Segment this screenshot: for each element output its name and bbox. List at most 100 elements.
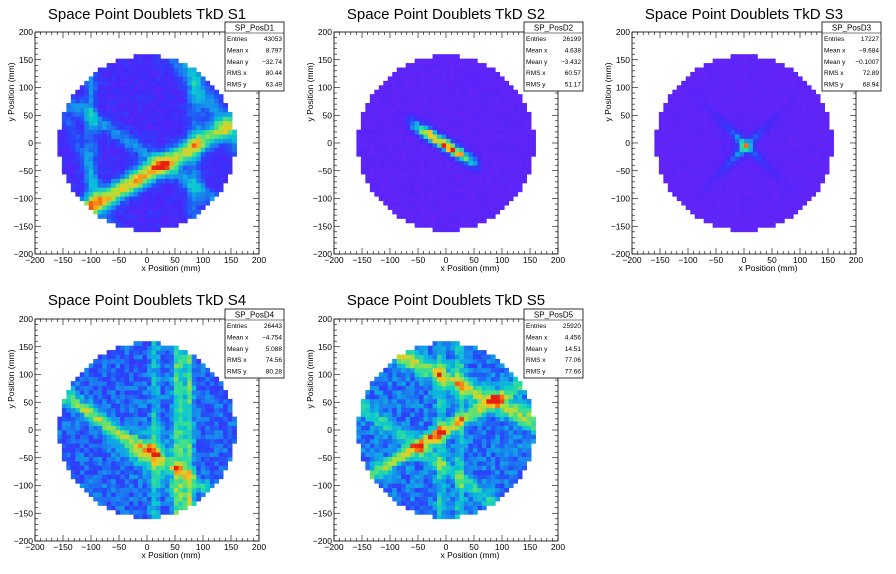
heatmap-cell: [138, 425, 143, 431]
heatmap-cell: [111, 492, 116, 497]
heatmap-cell: [490, 205, 496, 210]
heatmap-cell: [463, 71, 469, 77]
heatmap-cell: [133, 487, 139, 493]
heatmap-cell: [61, 160, 67, 166]
heatmap-cell: [93, 496, 99, 502]
heatmap-cell: [405, 209, 411, 215]
heatmap-cell: [223, 111, 228, 117]
heatmap-cell: [414, 94, 420, 99]
heatmap-cell: [205, 191, 211, 197]
heatmap-cell: [374, 165, 380, 170]
heatmap-cell: [129, 416, 134, 422]
heatmap-cell: [124, 505, 130, 511]
heatmap-cell: [209, 182, 215, 188]
heatmap-cell: [708, 182, 713, 188]
heatmap-cell: [75, 456, 81, 462]
heatmap-cell: [766, 174, 772, 179]
heatmap-cell: [196, 169, 202, 175]
heatmap-cell: [748, 227, 754, 233]
heatmap-cell: [721, 182, 727, 188]
heatmap-cell: [717, 174, 722, 179]
heatmap-cell: [694, 147, 700, 153]
heatmap-cell: [120, 474, 125, 480]
heatmap-cell: [410, 191, 415, 197]
heatmap-cell: [517, 103, 523, 108]
heatmap-cell: [187, 116, 193, 122]
heatmap-cell: [360, 143, 366, 148]
heatmap-cell: [164, 214, 170, 219]
heatmap-cell: [770, 85, 776, 91]
heatmap-cell: [779, 169, 785, 175]
heatmap-cell: [708, 134, 713, 139]
heatmap-cell: [115, 478, 121, 484]
heatmap-cell: [160, 174, 166, 179]
heatmap-cell: [164, 103, 170, 108]
heatmap-cell: [106, 390, 112, 395]
heatmap-cell: [432, 182, 438, 188]
heatmap-cell: [685, 169, 691, 175]
heatmap-cell: [106, 116, 112, 122]
heatmap-cell: [441, 120, 447, 126]
heatmap-cell: [681, 125, 687, 131]
heatmap-cell: [124, 438, 130, 444]
heatmap-cell: [811, 147, 817, 153]
heatmap-cell: [155, 107, 161, 113]
heatmap-cell: [57, 129, 63, 135]
heatmap-cell: [187, 156, 193, 162]
heatmap-cell: [111, 200, 116, 206]
heatmap-cell: [124, 160, 130, 166]
heatmap-cell: [214, 143, 220, 148]
heatmap-cell: [147, 434, 152, 440]
heatmap-cell: [472, 205, 478, 210]
heatmap-cell: [468, 134, 474, 139]
heatmap-cell: [811, 120, 817, 126]
heatmap-cell: [712, 182, 718, 188]
heatmap-cell: [187, 209, 193, 215]
heatmap-cell: [699, 160, 705, 166]
heatmap-cell: [730, 191, 736, 197]
heatmap-cell: [209, 103, 215, 108]
heatmap-cell: [432, 63, 438, 68]
heatmap-cell: [401, 116, 407, 122]
heatmap-cell: [824, 125, 830, 131]
heatmap-cell: [61, 407, 67, 413]
heatmap-cell: [784, 165, 790, 170]
heatmap-cell: [752, 200, 758, 206]
heatmap-cell: [120, 205, 125, 210]
heatmap-cell: [730, 187, 736, 193]
heatmap-cell: [151, 505, 157, 511]
heatmap-cell: [766, 80, 772, 86]
heatmap-cell: [173, 67, 179, 73]
heatmap-cell: [739, 214, 745, 219]
heatmap-cell: [672, 191, 678, 197]
heatmap-cell: [690, 196, 696, 202]
heatmap-cell: [463, 138, 469, 144]
heatmap-cell: [468, 147, 474, 153]
heatmap-cell: [102, 461, 108, 466]
heatmap-cell: [93, 151, 99, 157]
heatmap-cell: [365, 178, 371, 184]
heatmap-cell: [115, 85, 121, 91]
heatmap-cell: [779, 160, 785, 166]
heatmap-cell: [169, 222, 175, 228]
heatmap-cell: [522, 174, 527, 179]
heatmap-cell: [115, 461, 121, 466]
heatmap-cell: [766, 63, 772, 68]
heatmap-cell: [102, 425, 108, 431]
heatmap-cell: [115, 354, 121, 360]
heatmap-cell: [133, 345, 139, 351]
heatmap-cell: [115, 447, 121, 453]
heatmap-cell: [155, 430, 161, 435]
heatmap-cell: [115, 67, 121, 73]
heatmap-cell: [423, 156, 429, 162]
heatmap-cell: [88, 76, 94, 82]
heatmap-cell: [111, 76, 116, 82]
heatmap-cell: [169, 80, 175, 86]
heatmap-cell: [401, 196, 407, 202]
heatmap-cell: [142, 390, 148, 395]
heatmap-cell: [160, 222, 166, 228]
heatmap-cell: [124, 372, 130, 378]
heatmap-cell: [748, 222, 754, 228]
heatmap-cell: [468, 85, 474, 91]
